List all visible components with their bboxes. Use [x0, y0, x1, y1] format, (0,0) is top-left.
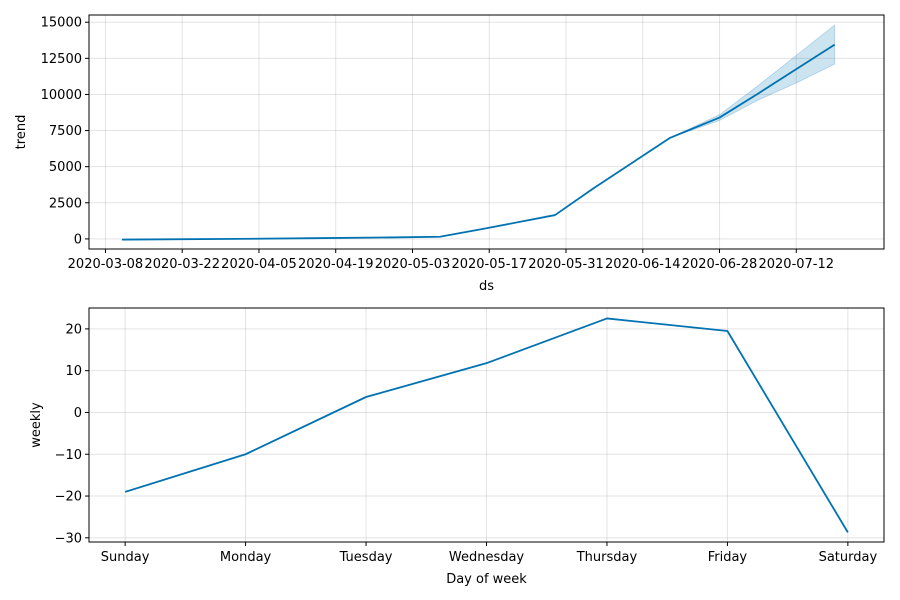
- axes-frame: [88, 307, 885, 543]
- x-tick-label: Tuesday: [339, 550, 393, 565]
- x-tick-label: 2020-07-12: [758, 257, 834, 272]
- x-tick-label: 2020-06-28: [682, 257, 758, 272]
- x-tick-label: 2020-03-22: [144, 257, 220, 272]
- series-line-weekly: [124, 317, 849, 533]
- y-tick-label: 12500: [41, 52, 82, 67]
- x-tick-label: 2020-04-19: [298, 257, 374, 272]
- y-tick-label: 15000: [41, 16, 82, 31]
- y-tick-label: 0: [74, 232, 82, 247]
- x-tick-label: Friday: [708, 550, 748, 565]
- y-tick-label: 7500: [49, 124, 82, 139]
- x-axis-label: Day of week: [446, 572, 527, 587]
- y-tick-label: −10: [55, 448, 82, 463]
- y-tick-label: 10: [65, 364, 82, 379]
- x-tick-label: Thursday: [576, 550, 638, 565]
- x-tick-label: 2020-03-08: [68, 257, 144, 272]
- y-tick-label: 10000: [41, 88, 82, 103]
- chart-panel-trend: 2020-03-08 2020-03-22 2020-04-05 2020-04-19…: [14, 14, 885, 294]
- y-tick-label: −30: [55, 531, 82, 546]
- x-tick-label: 2020-06-14: [605, 257, 681, 272]
- x-tick-label: Monday: [220, 550, 272, 565]
- y-axis-label: trend: [14, 115, 29, 150]
- x-tick-label: Sunday: [101, 550, 150, 565]
- x-tick-label: 2020-05-17: [451, 257, 527, 272]
- x-tick-label: Saturday: [819, 550, 878, 565]
- x-tick-label: 2020-04-05: [221, 257, 297, 272]
- y-tick-label: 0: [74, 406, 82, 421]
- uncertainty-band: [121, 24, 836, 241]
- y-axis-label: weekly: [29, 402, 44, 448]
- y-tick-label: −20: [55, 490, 82, 505]
- x-tick-label: 2020-05-03: [375, 257, 451, 272]
- x-tick-label: 2020-05-31: [528, 257, 604, 272]
- y-tick-label: 5000: [49, 160, 82, 175]
- y-tick-label: 2500: [49, 196, 82, 211]
- axes-frame: [88, 14, 885, 250]
- x-axis-label: ds: [479, 279, 494, 294]
- series-line-trend: [121, 43, 836, 241]
- y-tick-label: 20: [65, 322, 82, 337]
- x-tick-label: Wednesday: [449, 550, 525, 565]
- chart-panel-weekly: Sunday Monday Tuesday Wednesday Thursday Frid…: [29, 307, 885, 587]
